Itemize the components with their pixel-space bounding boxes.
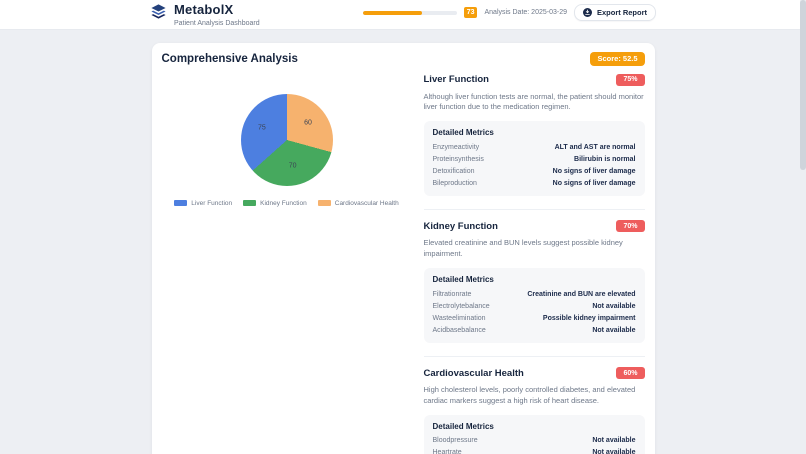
detailed-metrics-panel: Detailed Metrics Filtrationrate Creatini… <box>423 268 645 343</box>
metric-value: No signs of liver damage <box>552 167 636 175</box>
overall-score-badge: Score: 52.5 <box>590 52 645 66</box>
section-title: Kidney Function <box>423 220 498 232</box>
app-subtitle: Patient Analysis Dashboard <box>174 20 260 27</box>
metric-label: Detoxification <box>432 167 475 175</box>
scrollbar-thumb[interactable] <box>800 0 806 170</box>
metric-label: Acidbasebalance <box>432 326 486 334</box>
metric-label: Proteinsynthesis <box>432 155 484 163</box>
score-progress-fill <box>362 10 422 15</box>
sections-column: Liver Function 75% Although liver functi… <box>423 72 645 454</box>
scrollbar[interactable] <box>800 0 806 454</box>
metric-label: Enzymeactivity <box>432 143 480 151</box>
metric-label: Filtrationrate <box>432 290 472 298</box>
analysis-card: Comprehensive Analysis Score: 52.5 60 70 7… <box>151 43 655 454</box>
app-logo-icon <box>151 4 166 19</box>
metric-row: Wasteelimination Possible kidney impairm… <box>433 312 636 324</box>
legend-swatch-icon <box>174 200 188 206</box>
section-summary: Although liver function tests are normal… <box>423 91 644 112</box>
metric-value: Not available <box>592 437 636 445</box>
metric-value: Bilirubin is normal <box>574 155 636 163</box>
card-header: Comprehensive Analysis Score: 52.5 <box>162 52 645 66</box>
metric-value: Not available <box>592 449 636 454</box>
section-liver-function: Liver Function 75% Although liver functi… <box>423 72 645 210</box>
chart-legend: Liver Function Kidney Function Cardiovascu… <box>174 199 399 207</box>
legend-swatch-icon <box>243 200 257 206</box>
section-cardiovascular-health: Cardiovascular Health 60% High cholester… <box>423 356 645 454</box>
export-icon <box>582 8 592 17</box>
legend-label: Kidney Function <box>260 199 307 207</box>
metrics-title: Detailed Metrics <box>432 421 494 431</box>
page-title: Comprehensive Analysis <box>161 52 298 65</box>
metric-label: Wasteelimination <box>432 314 486 322</box>
export-report-label: Export Report <box>596 8 647 17</box>
section-summary: Elevated creatinine and BUN levels sugge… <box>423 238 623 259</box>
metric-row: Acidbasebalance Not available <box>433 324 636 336</box>
legend-label: Liver Function <box>191 199 233 207</box>
metric-value: Creatinine and BUN are elevated <box>527 290 636 298</box>
metrics-title: Detailed Metrics <box>432 128 494 138</box>
top-header: MetabolX Patient Analysis Dashboard 73 A… <box>0 0 806 30</box>
export-report-button[interactable]: Export Report <box>573 4 656 21</box>
pie-slice-label: 60 <box>304 119 312 127</box>
health-pie-chart[interactable]: 60 70 75 <box>240 93 333 186</box>
metric-row: Bileproduction No signs of liver damage <box>433 177 636 189</box>
metric-value: Possible kidney impairment <box>542 314 636 322</box>
metric-row: Proteinsynthesis Bilirubin is normal <box>433 153 636 165</box>
section-kidney-function: Kidney Function 70% Elevated creatinine … <box>423 209 645 356</box>
section-title: Cardiovascular Health <box>423 367 524 379</box>
metric-label: Bloodpressure <box>432 437 478 445</box>
header-toolbar: 73 Analysis Date: 2025-03-29 Export Repo… <box>362 4 656 21</box>
metric-value: Not available <box>592 326 636 334</box>
metric-row: Electrolytebalance Not available <box>433 300 636 312</box>
section-score-badge: 75% <box>616 73 645 86</box>
metric-row: Filtrationrate Creatinine and BUN are el… <box>433 288 636 300</box>
metric-label: Heartrate <box>432 449 462 454</box>
detailed-metrics-panel: Detailed Metrics Bloodpressure Not avail… <box>423 414 645 454</box>
section-score-badge: 70% <box>616 220 645 233</box>
detailed-metrics-panel: Detailed Metrics Enzymeactivity ALT and … <box>423 121 645 197</box>
app-name: MetabolX <box>174 2 234 17</box>
metric-row: Heartrate Not available <box>433 447 636 454</box>
legend-label: Cardiovascular Health <box>334 199 399 207</box>
metric-label: Electrolytebalance <box>432 302 490 310</box>
pie-slice-label: 75 <box>257 124 266 132</box>
metrics-title: Detailed Metrics <box>432 275 494 284</box>
brand: MetabolX Patient Analysis Dashboard <box>150 2 260 27</box>
metric-label: Bileproduction <box>432 179 477 187</box>
metric-row: Bloodpressure Not available <box>433 435 636 447</box>
legend-item[interactable]: Kidney Function <box>243 200 307 207</box>
metric-value: Not available <box>592 302 636 310</box>
section-score-badge: 60% <box>616 367 645 379</box>
legend-swatch-icon <box>317 200 331 206</box>
section-summary: High cholesterol levels, poorly controll… <box>423 385 636 405</box>
analysis-date-label: Analysis Date: 2025-03-29 <box>484 9 567 16</box>
metric-row: Detoxification No signs of liver damage <box>433 165 636 177</box>
pie-slice-label: 70 <box>288 162 297 170</box>
brand-text: MetabolX Patient Analysis Dashboard <box>174 2 260 27</box>
metric-row: Enzymeactivity ALT and AST are normal <box>433 141 636 153</box>
chart-column: 60 70 75 Liver Function Kidney Function Card… <box>162 72 412 454</box>
metric-value: No signs of liver damage <box>552 179 636 187</box>
metric-value: ALT and AST are normal <box>554 143 636 151</box>
section-title: Liver Function <box>423 74 489 85</box>
legend-item[interactable]: Cardiovascular Health <box>317 199 399 207</box>
score-progress-bar <box>362 10 457 15</box>
progress-value-badge: 73 <box>463 7 478 18</box>
legend-item[interactable]: Liver Function <box>174 200 232 207</box>
